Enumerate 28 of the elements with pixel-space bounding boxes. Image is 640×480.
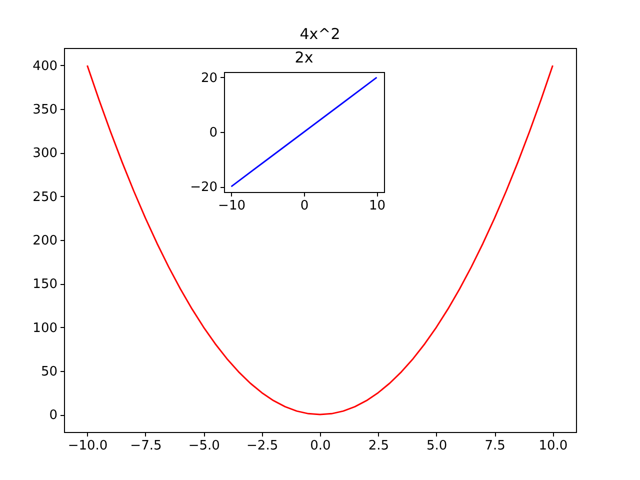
x-tick-label: 5.0 [426, 438, 448, 454]
chart-title: 4x^2 [300, 25, 340, 43]
y-tick-label: 400 [32, 58, 58, 74]
line-series [230, 76, 378, 188]
x-tick-label: −5.0 [188, 438, 220, 454]
y-tick-label: −20 [190, 180, 218, 196]
x-tick-label: 10 [368, 198, 386, 214]
x-tick-label: −10.0 [68, 438, 108, 454]
x-tick-label: 10.0 [538, 438, 568, 454]
y-tick-label: 350 [32, 102, 58, 118]
x-tick-label: 0.0 [310, 438, 331, 454]
y-tick-label: 300 [32, 146, 58, 162]
x-tick-label: −2.5 [246, 438, 278, 454]
y-tick-label: 250 [32, 190, 58, 205]
x-tick-label: 0 [300, 198, 309, 214]
chart-title: 2x [294, 48, 314, 66]
y-tick-label: 50 [40, 364, 58, 380]
line-series [86, 64, 554, 416]
x-tick-label: −10 [218, 198, 246, 214]
y-tick-label: 0 [209, 126, 218, 140]
y-tick-label: 0 [49, 408, 58, 424]
y-tick-label: 200 [32, 234, 58, 248]
x-tick-label: 2.5 [368, 438, 390, 454]
x-tick-label: 7.5 [484, 438, 506, 454]
y-tick-label: 100 [32, 320, 58, 336]
y-tick-label: 150 [32, 277, 58, 292]
y-tick-label: 20 [200, 70, 218, 86]
x-tick-label: −7.5 [130, 438, 162, 454]
